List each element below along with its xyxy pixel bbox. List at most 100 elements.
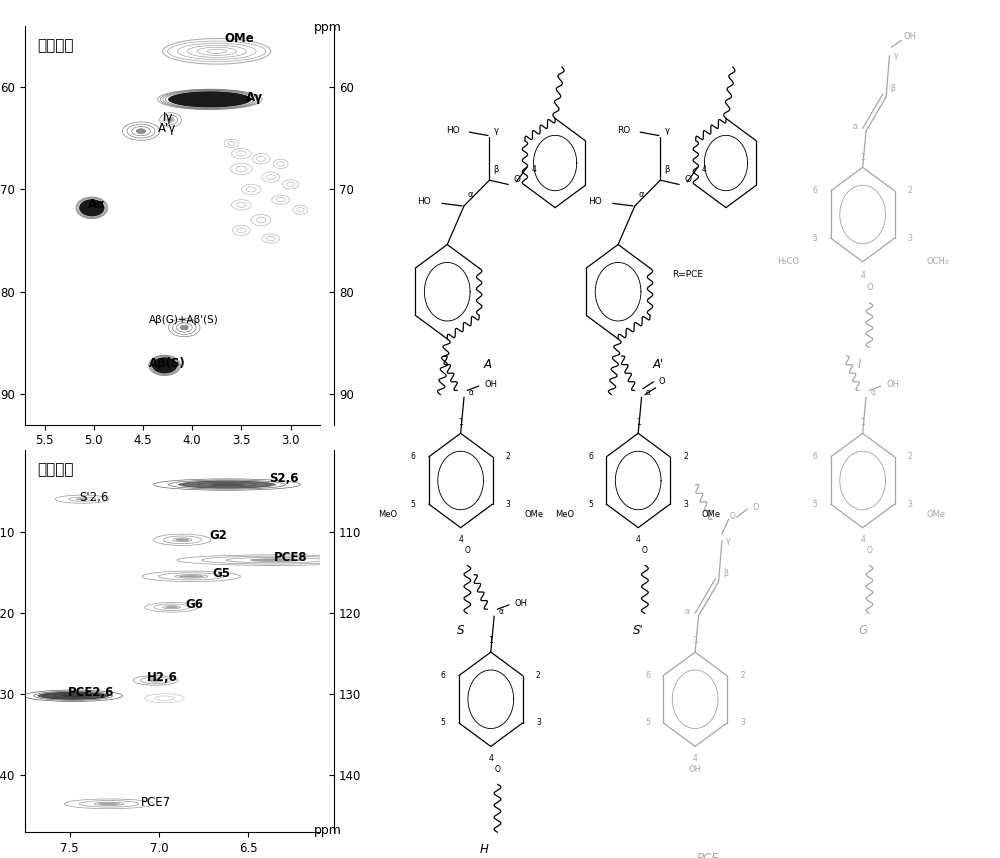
Text: 4: 4: [702, 165, 707, 173]
Text: Aγ: Aγ: [246, 91, 263, 104]
Text: 5: 5: [813, 499, 818, 509]
Text: α: α: [468, 190, 473, 199]
Ellipse shape: [175, 538, 189, 541]
Text: β: β: [723, 569, 728, 577]
Text: RO: RO: [617, 126, 630, 135]
Text: S: S: [457, 624, 464, 637]
Text: HO: HO: [446, 126, 459, 135]
Text: OMe: OMe: [702, 511, 721, 519]
Text: 3: 3: [908, 499, 913, 509]
Text: OH: OH: [903, 33, 916, 41]
Text: OH: OH: [886, 380, 899, 389]
Text: PCE8: PCE8: [274, 551, 307, 565]
Text: 2: 2: [536, 671, 541, 680]
Text: 2: 2: [908, 186, 913, 196]
Text: OH: OH: [484, 380, 497, 389]
Ellipse shape: [79, 199, 105, 216]
Text: γ: γ: [726, 536, 731, 545]
Text: 3: 3: [740, 718, 745, 728]
Text: S': S': [633, 624, 644, 637]
Text: OMe: OMe: [926, 511, 945, 519]
Text: α: α: [646, 389, 651, 397]
Text: G6: G6: [186, 598, 204, 611]
Ellipse shape: [251, 559, 300, 561]
Text: α: α: [870, 389, 875, 397]
Text: Iγ: Iγ: [163, 112, 173, 124]
Ellipse shape: [136, 129, 146, 133]
Text: 1: 1: [693, 637, 698, 645]
Text: 1: 1: [458, 418, 463, 426]
Text: O: O: [752, 504, 759, 512]
Text: PCE: PCE: [697, 851, 720, 858]
Text: 2: 2: [683, 452, 688, 462]
Ellipse shape: [98, 802, 120, 805]
Text: α: α: [498, 607, 503, 616]
Text: 2: 2: [908, 452, 913, 462]
Text: 3: 3: [683, 499, 688, 509]
Text: α: α: [468, 389, 473, 397]
Text: 6: 6: [441, 671, 446, 680]
Text: Aβ(S): Aβ(S): [149, 357, 186, 370]
Text: OH: OH: [514, 599, 527, 607]
Ellipse shape: [152, 357, 177, 373]
Text: O: O: [464, 547, 470, 555]
Text: 1: 1: [636, 418, 641, 426]
Text: 4: 4: [860, 535, 865, 544]
Text: OMe: OMe: [224, 32, 254, 45]
Text: OCH₃: OCH₃: [926, 257, 948, 266]
Ellipse shape: [179, 575, 204, 577]
Text: H₃CO: H₃CO: [777, 257, 799, 266]
Text: 3: 3: [908, 233, 913, 243]
Text: 6: 6: [813, 186, 818, 196]
Ellipse shape: [165, 606, 178, 608]
Text: 1: 1: [860, 153, 865, 161]
Text: O: O: [866, 547, 872, 555]
Text: MeO: MeO: [378, 511, 397, 519]
Text: A': A': [653, 358, 664, 372]
Text: OMe: OMe: [524, 511, 543, 519]
Text: 2: 2: [506, 452, 511, 462]
Text: β: β: [664, 165, 670, 173]
Text: O: O: [730, 512, 736, 521]
Text: β: β: [493, 165, 499, 173]
Text: 4: 4: [693, 754, 698, 763]
Ellipse shape: [61, 694, 86, 698]
Text: 5: 5: [441, 718, 446, 728]
Text: H: H: [480, 843, 489, 856]
Text: O: O: [658, 378, 665, 386]
Text: O: O: [684, 175, 691, 184]
Text: 5: 5: [813, 233, 818, 243]
Ellipse shape: [168, 118, 173, 122]
Text: 5: 5: [588, 499, 593, 509]
Ellipse shape: [180, 325, 188, 329]
Text: γ: γ: [494, 126, 499, 135]
Text: Aβ(G)+Aβ'(S): Aβ(G)+Aβ'(S): [149, 316, 219, 325]
Text: S2,6: S2,6: [269, 473, 299, 486]
Ellipse shape: [178, 480, 276, 488]
Text: PCE2,6: PCE2,6: [68, 686, 114, 699]
Text: G2: G2: [209, 529, 227, 542]
Text: MeO: MeO: [555, 511, 575, 519]
Text: α: α: [639, 190, 644, 199]
Text: I: I: [858, 358, 861, 372]
Text: 4: 4: [488, 754, 493, 763]
Ellipse shape: [150, 680, 161, 681]
Text: 2: 2: [740, 671, 745, 680]
Text: 6: 6: [813, 452, 818, 462]
Text: 3: 3: [536, 718, 541, 728]
Text: 6: 6: [645, 671, 650, 680]
Text: 4: 4: [458, 535, 463, 544]
Ellipse shape: [76, 498, 89, 500]
Text: O: O: [514, 175, 521, 184]
Text: HO: HO: [588, 197, 602, 206]
Text: 1: 1: [860, 418, 865, 426]
Text: γ: γ: [665, 126, 670, 135]
Ellipse shape: [168, 91, 252, 107]
Text: 4: 4: [636, 535, 641, 544]
Text: 1: 1: [488, 637, 493, 645]
Text: 3: 3: [506, 499, 511, 509]
Text: O: O: [642, 547, 648, 555]
Text: 5: 5: [411, 499, 416, 509]
Text: 毛竹薄壁: 毛竹薄壁: [37, 462, 73, 477]
Text: β: β: [890, 84, 895, 93]
